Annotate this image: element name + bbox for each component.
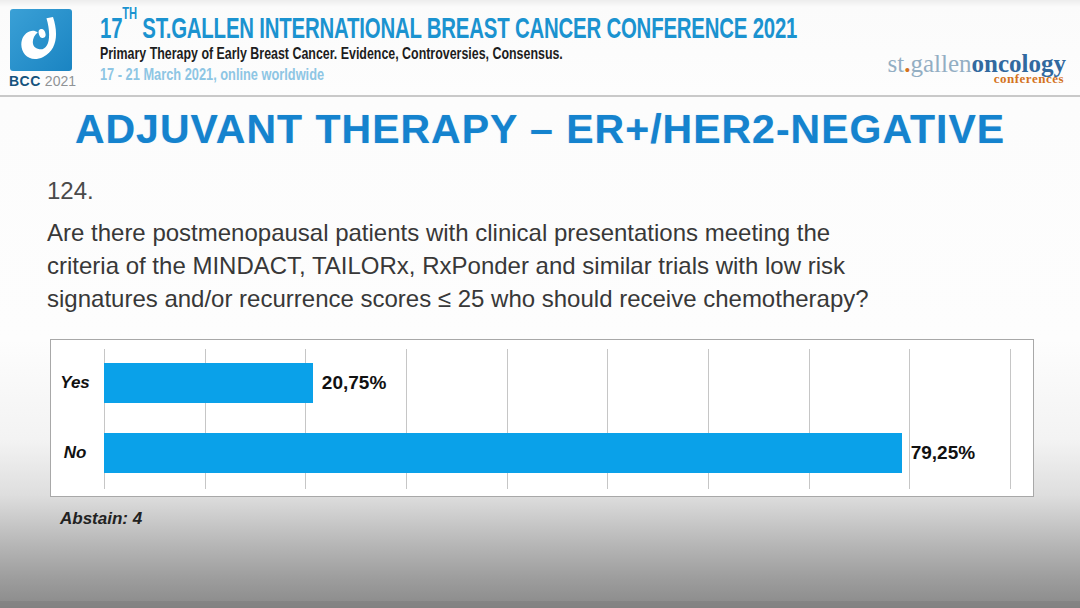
bar-row: No79,25% bbox=[104, 433, 1030, 473]
swan-drop-icon bbox=[19, 16, 63, 64]
conference-title: 17TH ST.GALLEN INTERNATIONAL BREAST CANC… bbox=[100, 11, 1080, 45]
bar-value-label: 20,75% bbox=[322, 372, 386, 394]
slide-background: BCC2021 17TH ST.GALLEN INTERNATIONAL BRE… bbox=[0, 0, 1080, 608]
bcc-label: BCC bbox=[9, 73, 41, 89]
question-line: Are there postmenopausal patients with c… bbox=[47, 216, 869, 249]
conference-header: BCC2021 17TH ST.GALLEN INTERNATIONAL BRE… bbox=[0, 0, 1080, 97]
question-line: signatures and/or recurrence scores ≤ 25… bbox=[47, 282, 869, 315]
bcc-year-label: 2021 bbox=[45, 73, 76, 89]
chart-plot-area: Yes20,75% No79,25% bbox=[104, 340, 1030, 496]
bar-category-label: Yes bbox=[52, 373, 98, 393]
conference-subtitle: Primary Therapy of Early Breast Cancer. … bbox=[100, 44, 734, 64]
video-letterbox-strip bbox=[0, 601, 1080, 608]
page-title: ADJUVANT THERAPY – ER+/HER2-NEGATIVE bbox=[0, 106, 1080, 153]
abstain-note: Abstain: 4 bbox=[60, 509, 142, 529]
bar-row: Yes20,75% bbox=[104, 363, 1030, 403]
bar-value-label: 79,25% bbox=[911, 442, 975, 464]
conferences-wordmark: conferences bbox=[994, 71, 1064, 87]
bar bbox=[104, 363, 313, 403]
bar-category-label: No bbox=[52, 443, 98, 463]
bcc-logo bbox=[10, 9, 72, 71]
question-text: Are there postmenopausal patients with c… bbox=[47, 216, 869, 315]
poll-results-chart: Yes20,75%No79,25% bbox=[50, 339, 1034, 497]
question-number: 124. bbox=[47, 174, 869, 207]
bcc-logo-caption: BCC2021 bbox=[9, 73, 76, 89]
ordinal-suffix: TH bbox=[122, 4, 137, 22]
conference-dates: 17 - 21 March 2021, online worldwide bbox=[100, 66, 380, 84]
question-block: 124. Are there postmenopausal patients w… bbox=[47, 174, 869, 315]
question-line: criteria of the MINDACT, TAILORx, RxPond… bbox=[47, 249, 869, 282]
stgallen-oncology-logo: st.gallenoncology conferences bbox=[888, 50, 1066, 78]
bar bbox=[104, 433, 902, 473]
